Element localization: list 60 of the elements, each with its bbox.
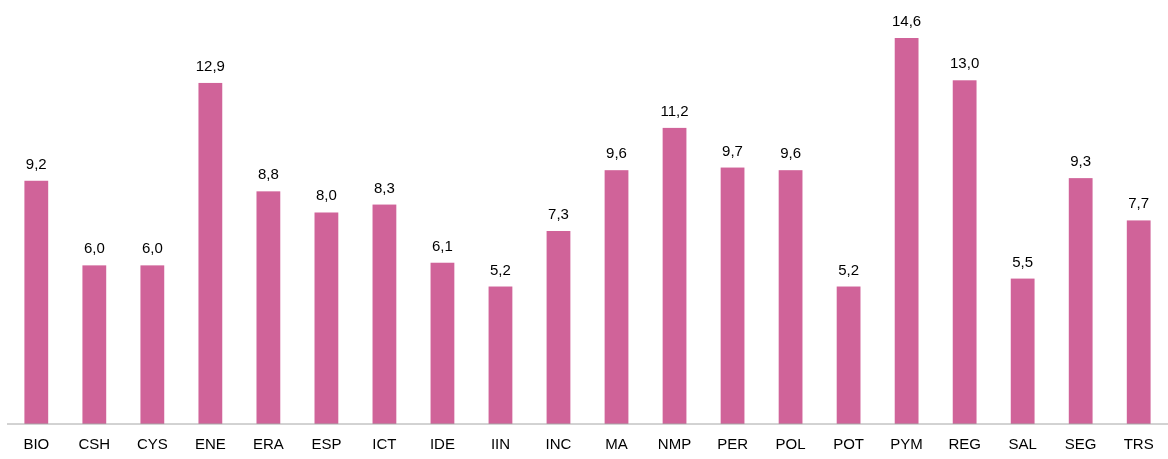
data-label: 6,0 [141,239,163,257]
bar [372,204,397,424]
bar [256,191,281,424]
x-tick-label: SEG [1064,435,1097,452]
data-label: 9,6 [780,144,801,162]
data-label: 7,7 [1128,194,1150,212]
x-tick-label: MA [605,435,628,452]
bar [1126,220,1151,424]
bar [430,262,455,424]
bar [836,286,861,424]
data-label: 12,9 [195,56,225,74]
bar [1068,178,1093,424]
x-tick-label: NMP [657,435,692,452]
x-tick-label: POT [833,435,865,452]
x-tick-label: TRS [1123,435,1154,452]
data-label: 5,5 [1012,252,1034,270]
x-tick-label: CSH [78,435,111,452]
data-label: 11,2 [660,101,689,119]
x-tick-label: ENE [194,435,226,452]
x-tick-label: PER [717,435,749,452]
bar [1010,278,1035,424]
data-label: 8,3 [374,178,395,196]
data-label: 9,3 [1070,152,1092,170]
bar [778,170,803,424]
x-tick-label: ICT [372,435,397,452]
x-tick-label: PYM [890,435,923,452]
x-tick-label: CYS [136,435,168,452]
data-label: 7,3 [548,205,569,222]
bar [952,80,977,424]
bar [604,170,629,424]
data-label: 6,1 [432,236,453,254]
x-tick-label: IIN [490,435,511,452]
data-label: 14,6 [892,12,922,29]
x-tick-label: REG [948,435,981,452]
data-label: 13,0 [950,54,980,72]
bar [720,167,745,424]
x-tick-label: BIO [23,435,50,452]
data-label: 5,2 [838,260,860,278]
x-tick-label: ESP [311,435,342,452]
data-label: 8,8 [257,165,279,183]
x-tick-label: POL [775,435,806,452]
data-label: 8,0 [315,186,337,204]
data-label: 9,6 [606,144,627,162]
bar [314,212,339,424]
data-label: 6,0 [83,239,105,257]
bar [546,231,571,424]
data-label: 9,7 [722,141,743,159]
bar [488,286,513,424]
bar [662,127,687,424]
bar [24,180,49,424]
bar [82,265,107,424]
x-tick-label: INC [545,435,572,452]
bar [198,82,223,424]
x-tick-label: IDE [429,435,455,452]
data-label: 9,2 [25,154,47,172]
x-tick-label: SAL [1008,435,1037,452]
bar [140,265,165,424]
x-tick-label: ERA [252,435,284,452]
data-label: 5,2 [490,260,511,278]
bar [894,38,919,424]
